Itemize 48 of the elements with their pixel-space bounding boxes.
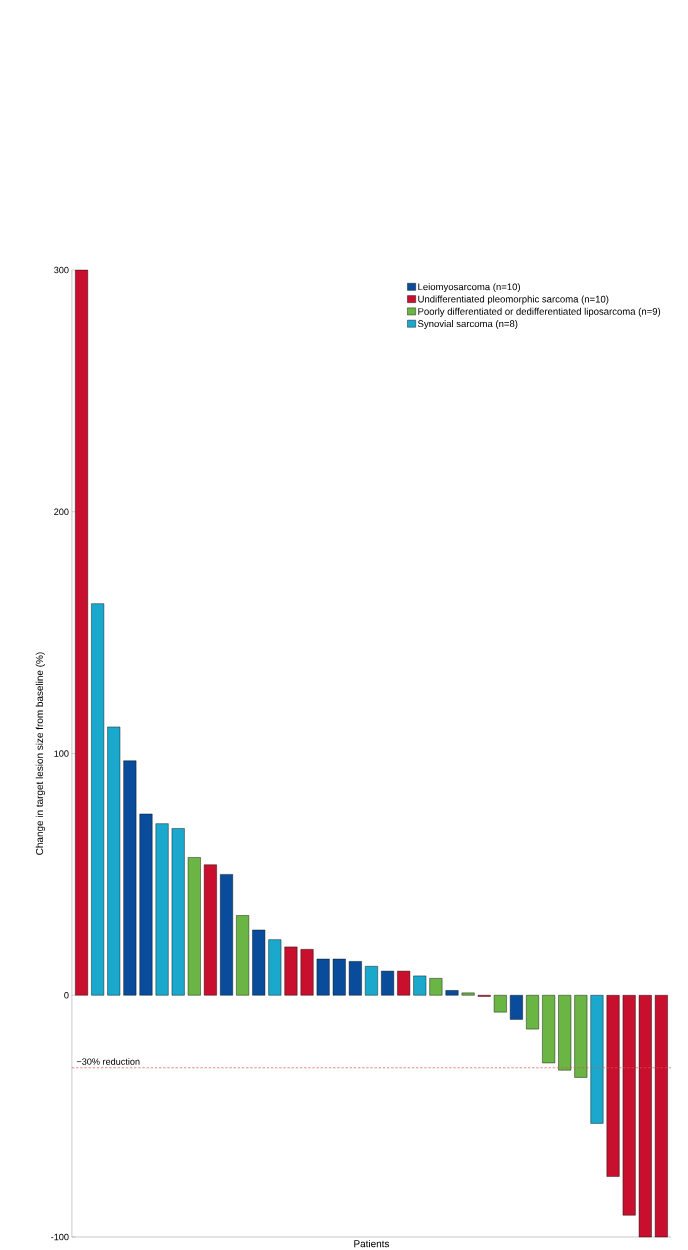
legend-label: Poorly differentiated or dedifferentiated liposarcoma (n=9): [418, 307, 661, 317]
bar: [284, 946, 298, 996]
bar: [268, 939, 282, 996]
legend-label: Undifferentiated pleomorphic sarcoma (n=10): [418, 295, 609, 305]
bar: [155, 823, 169, 996]
bar: [590, 995, 604, 1124]
y-tick-label: 300: [54, 266, 69, 274]
bar: [187, 857, 201, 996]
bar: [413, 975, 427, 996]
bar: [91, 603, 105, 996]
bar: [622, 995, 636, 1216]
bar: [429, 978, 443, 996]
bar: [397, 970, 411, 996]
bar: [461, 992, 475, 996]
bar: [171, 828, 185, 996]
bar: [574, 995, 588, 1078]
bar: [509, 995, 523, 1020]
bar: [348, 961, 362, 996]
bar: [236, 915, 249, 996]
bar: [203, 864, 217, 996]
legend-label: Leiomyosarcoma (n=10): [418, 283, 520, 293]
bar: [252, 929, 266, 996]
bar: [654, 995, 668, 1238]
y-tick-label: 100: [54, 750, 69, 757]
bar: [219, 874, 233, 996]
bar: [638, 995, 652, 1238]
y-tick-label: -100: [51, 1233, 69, 1241]
bar: [316, 958, 330, 996]
y-tick-label: 200: [54, 508, 69, 516]
bar: [364, 966, 378, 996]
bar: [332, 958, 346, 996]
bar: [300, 949, 314, 996]
bar: [606, 995, 620, 1177]
bar: [123, 760, 137, 996]
bar: [525, 995, 539, 1030]
y-tick-label: 0: [64, 992, 69, 999]
bar: [75, 269, 88, 996]
x-axis-title: Patients: [354, 1239, 389, 1248]
bar: [107, 726, 121, 996]
bar: [542, 995, 555, 1064]
legend-label: Synovial sarcoma (n=8): [417, 320, 518, 329]
bar: [381, 970, 394, 996]
bar: [445, 990, 459, 996]
bar: [493, 995, 507, 1013]
bar: [558, 995, 572, 1071]
y-axis-title: Change in target lesion size from baseline (%): [35, 652, 45, 855]
ref-line-label: −30% reduction: [76, 1058, 140, 1065]
bar: [139, 813, 153, 996]
